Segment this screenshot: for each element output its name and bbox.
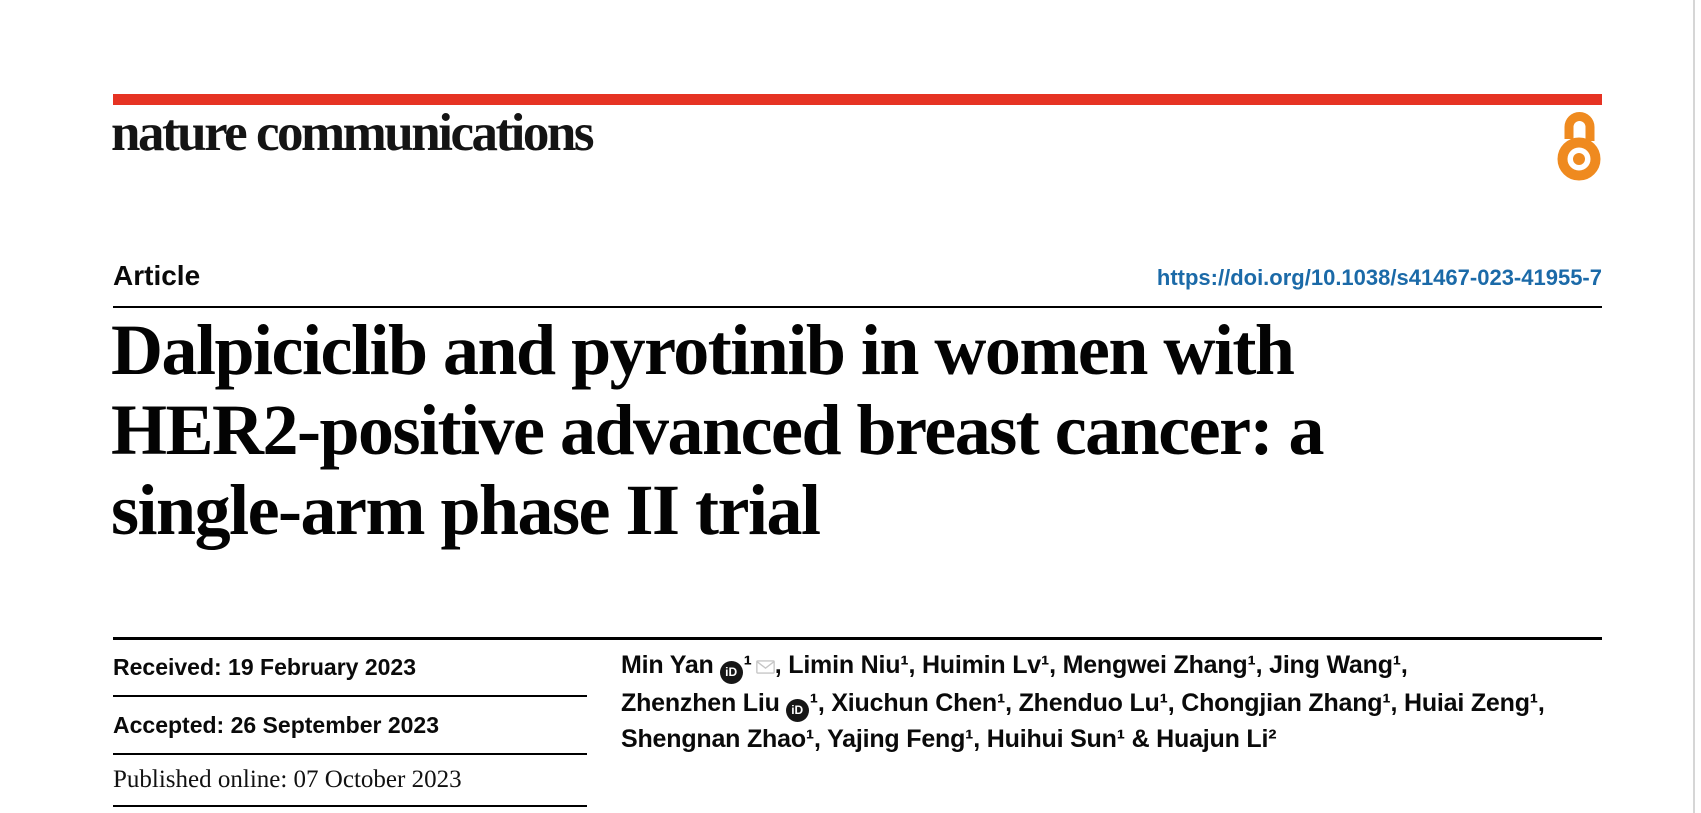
author-line-2: Zhenzhen Liu iD ¹, Xiuchun Chen¹, Zhenduo …: [621, 686, 1661, 722]
article-header-row: Article https://doi.org/10.1038/s41467-0…: [113, 260, 1602, 308]
meta-top-rule: [113, 637, 1602, 640]
published-date: Published online: 07 October 2023: [113, 755, 587, 807]
title-line-3: single-arm phase II trial: [111, 470, 821, 550]
accepted-date: Accepted: 26 September 2023: [113, 697, 587, 755]
email-icon[interactable]: [755, 650, 775, 686]
orcid-icon[interactable]: iD: [719, 661, 743, 684]
author-names: , Xiuchun Chen¹, Zhenduo Lu¹, Chongjian …: [817, 688, 1545, 717]
author-line-3: Shengnan Zhao¹, Yajing Feng¹, Huihui Sun…: [621, 724, 1277, 753]
title-line-1: Dalpiciclib and pyrotinib in women with: [111, 310, 1295, 390]
author-line-1: Min Yan iD ¹ , Limin Niu¹, Huimin Lv¹, Meng…: [621, 648, 1661, 686]
author-name: Zhenzhen Liu: [621, 688, 780, 717]
open-access-icon: [1557, 111, 1601, 181]
journal-logo: nature communications: [111, 104, 594, 162]
author-affiliation-sup: ¹: [743, 651, 752, 679]
received-date: Received: 19 February 2023: [113, 640, 587, 697]
article-history: Received: 19 February 2023 Accepted: 26 …: [113, 640, 587, 807]
page-edge-divider: [1693, 0, 1695, 813]
author-affiliation-sup: ¹: [809, 688, 818, 717]
author-name: Min Yan: [621, 651, 714, 679]
journal-brand-bar: [113, 94, 1602, 105]
orcid-icon[interactable]: iD: [785, 698, 809, 722]
author-list: Min Yan iD ¹, Limin Niu¹, Huimin Lv¹, Meng…: [621, 648, 1661, 757]
article-type-label: Article: [113, 260, 201, 291]
page-title: Dalpiciclib and pyrotinib in women with …: [111, 310, 1641, 550]
title-line-2: HER2-positive advanced breast cancer: a: [111, 390, 1325, 470]
author-names: , Limin Niu¹, Huimin Lv¹, Mengwei Zhang¹…: [774, 651, 1408, 679]
doi-link[interactable]: https://doi.org/10.1038/s41467-023-41955…: [1156, 265, 1602, 290]
